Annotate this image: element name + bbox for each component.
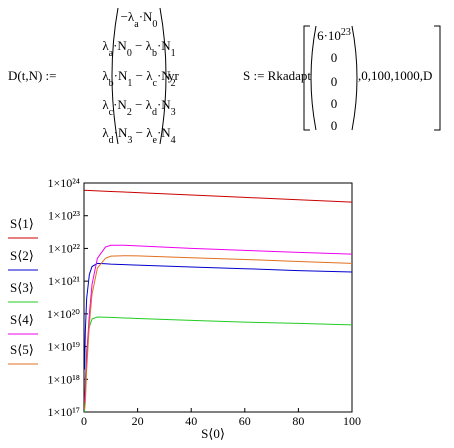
paren	[351, 25, 358, 131]
entry-text: 6·10	[317, 28, 341, 43]
y-tick-label: 1×10¹⁸	[47, 372, 80, 386]
legend-label: S⟨5⟩	[10, 342, 34, 357]
entry-text: 0	[331, 118, 338, 133]
plot-frame	[83, 182, 353, 413]
axes: 1×10¹⁷ 1×10¹⁸ 1×10¹⁹ 1×10²⁰ 1×10²¹ 1×10²² 1×10…	[47, 176, 361, 428]
x-tick-label: 0	[81, 414, 87, 428]
entry-text: − λ	[132, 38, 153, 53]
matrix-entry: 0	[331, 50, 338, 65]
paren	[159, 7, 167, 145]
y-tick-label: 1×10²²	[48, 241, 80, 255]
subscript: 2	[171, 78, 176, 89]
entry-text: ·N	[114, 68, 128, 83]
subscript: 0	[152, 19, 157, 30]
subscript: 4	[171, 135, 176, 146]
paren	[310, 25, 317, 131]
superscript: 23	[341, 27, 351, 38]
y-tick-label: 1×10¹⁷	[47, 405, 80, 419]
x-tick-label: 40	[185, 414, 197, 428]
series-line	[84, 262, 353, 370]
unit: yr	[168, 68, 180, 83]
entry-text: ·N	[139, 9, 153, 24]
entry-text: 0	[331, 50, 338, 65]
x-tick-label: 20	[132, 414, 144, 428]
subscript: 3	[127, 135, 132, 146]
y-tick-label: 1×10²¹	[48, 274, 80, 288]
entry-text: ·N	[157, 125, 171, 140]
subscript: b	[152, 48, 157, 59]
subscript: 1	[171, 48, 176, 59]
entry-text: ·N	[113, 97, 127, 112]
matrix-entry: λc·N2 − λd·N3	[102, 97, 175, 118]
y-tick-label: 1×10²³	[48, 209, 80, 223]
series-line	[84, 244, 353, 403]
matrix-entry: 6·1023	[317, 27, 351, 44]
subscript: d	[152, 107, 157, 118]
entry-text: λ	[102, 97, 109, 112]
y-tick-label: 1×10¹⁹	[47, 340, 80, 354]
x-tick-label: 100	[343, 414, 361, 428]
matrix-entry: 0	[331, 96, 338, 111]
subscript: a	[134, 19, 139, 30]
subscript: c	[109, 107, 114, 118]
entry-text: ·N	[157, 38, 171, 53]
matrix-entry: 0	[331, 74, 338, 89]
x-axis-label: S⟨0⟩	[201, 426, 225, 441]
entry-text: −λ	[121, 9, 135, 24]
entry-text: λ	[102, 125, 109, 140]
subscript: b	[109, 78, 114, 89]
x-tick-label: 80	[292, 414, 304, 428]
paren	[111, 7, 119, 145]
legend-label: S⟨3⟩	[10, 280, 34, 295]
subscript: 1	[127, 78, 132, 89]
y-tick-label: 1×10²⁰	[47, 307, 80, 321]
d-definition: D(t,N) :=	[8, 68, 57, 83]
entry-text: − λ	[132, 125, 153, 140]
entry-text: ·N	[114, 125, 128, 140]
matrix-entry: −λa·N0	[121, 9, 158, 30]
subscript: a	[109, 48, 114, 59]
bracket	[434, 25, 441, 131]
matrix-entry: 0	[331, 118, 338, 133]
s-definition: S := Rkadapt	[243, 68, 311, 83]
entry-text: λ	[102, 68, 109, 83]
series-line	[84, 255, 353, 410]
legend-label: S⟨1⟩	[10, 216, 34, 231]
subscript: 0	[127, 48, 132, 59]
series-line	[84, 316, 353, 413]
entry-text: ·N	[157, 97, 171, 112]
legend-label: S⟨2⟩	[10, 248, 34, 263]
x-tick-label: 60	[239, 414, 251, 428]
bracket	[303, 25, 310, 131]
arguments: ,0,100,1000,D	[358, 68, 432, 83]
series-line	[84, 189, 353, 203]
subscript: 3	[171, 107, 176, 118]
subscript: e	[153, 135, 158, 146]
entry-text: 0	[331, 96, 338, 111]
entry-text: ·N	[157, 68, 171, 83]
subscript: c	[153, 78, 158, 89]
subscript: d	[109, 135, 114, 146]
matrix-entry: λd·N3 − λe·N4	[102, 125, 175, 146]
legend-label: S⟨4⟩	[10, 312, 34, 327]
y-tick-label: 1×10²⁴	[47, 176, 80, 190]
entry-text: 0	[331, 74, 338, 89]
subscript: 2	[127, 107, 132, 118]
entry-text: λ	[102, 38, 109, 53]
entry-text: − λ	[132, 68, 153, 83]
matrix-entry: λa·N0 − λb·N1	[102, 38, 175, 59]
matrix-entry: λb·N1 − λc·N2	[102, 68, 175, 89]
entry-text: ·N	[113, 38, 127, 53]
entry-text: − λ	[132, 97, 153, 112]
